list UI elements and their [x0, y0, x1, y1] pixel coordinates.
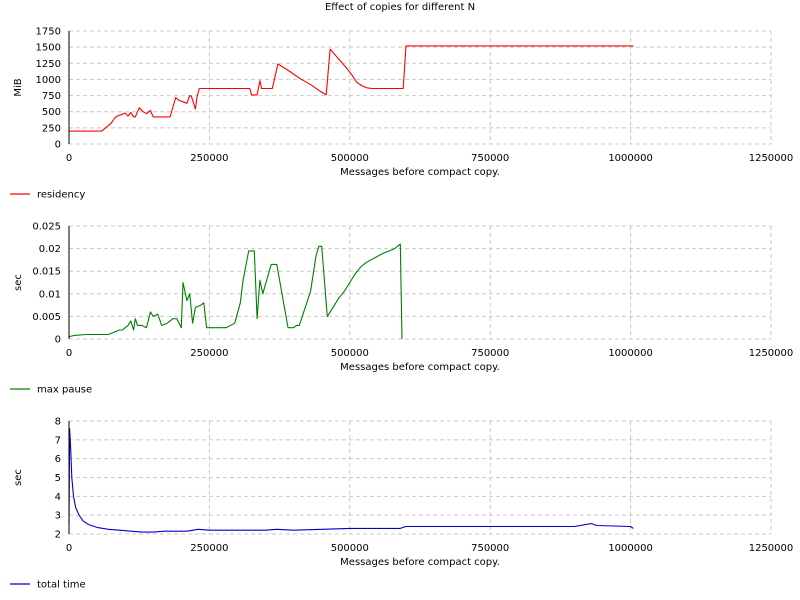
x-axis-label: Messages before compact copy. — [340, 557, 500, 568]
x-tick-label: 0 — [66, 348, 72, 359]
x-tick-label: 750000 — [471, 348, 509, 359]
x-tick-label: 750000 — [471, 153, 509, 164]
y-tick-label: 3 — [55, 511, 61, 522]
y-tick-label: 250 — [42, 123, 61, 134]
y-tick-label: 5 — [55, 473, 61, 484]
x-tick-label: 750000 — [471, 543, 509, 554]
chart-2: 0 0.005 0.01 0.015 0.02 0.025 0 250000 500000 750… — [10, 222, 793, 396]
y-tick-label: 0.01 — [39, 289, 61, 300]
y-tick-label: 4 — [55, 492, 61, 503]
y-tick-label: 0.015 — [32, 267, 61, 278]
y-axis-label: sec — [13, 469, 24, 486]
chart-3: 2 3 4 5 6 7 8 0 250000 500000 750000 1000000 1250000… — [10, 417, 793, 591]
series-line-max-pause — [68, 243, 403, 340]
y-tick-label: 1000 — [36, 75, 61, 86]
legend-label: residency — [37, 190, 85, 201]
x-axis-label: Messages before compact copy. — [340, 167, 500, 178]
x-tick-label: 500000 — [331, 348, 369, 359]
series-line-residency — [69, 45, 634, 132]
y-tick-label: 750 — [42, 91, 61, 102]
y-tick-label: 8 — [55, 417, 61, 428]
y-tick-label: 1750 — [36, 27, 61, 38]
chart-1: 0 250 500 750 1000 1250 1500 1750 0 250000 500000 7… — [10, 27, 793, 201]
legend-label: total time — [37, 580, 86, 591]
x-tick-label: 1000000 — [608, 543, 653, 554]
y-tick-label: 1250 — [36, 59, 61, 70]
x-tick-label: 0 — [66, 153, 72, 164]
figure-title: Effect of copies for different N — [325, 2, 475, 13]
legend-label: max pause — [37, 385, 92, 396]
x-tick-label: 1000000 — [608, 348, 653, 359]
x-tick-label: 500000 — [331, 153, 369, 164]
y-tick-label: 0.025 — [32, 222, 61, 233]
y-tick-label: 2 — [55, 530, 61, 541]
y-tick-label: 7 — [55, 435, 61, 446]
y-axis-label: MiB — [13, 78, 24, 96]
y-axis-label: sec — [13, 274, 24, 291]
x-tick-label: 0 — [66, 543, 72, 554]
x-axis-label: Messages before compact copy. — [340, 362, 500, 373]
y-tick-label: 500 — [42, 107, 61, 118]
y-tick-label: 1500 — [36, 43, 61, 54]
y-tick-label: 6 — [55, 454, 61, 465]
x-tick-label: 250000 — [190, 348, 228, 359]
x-tick-label: 250000 — [190, 153, 228, 164]
x-tick-label: 1250000 — [749, 543, 794, 554]
x-tick-label: 250000 — [190, 543, 228, 554]
y-tick-label: 0 — [55, 140, 61, 151]
x-tick-label: 1000000 — [608, 153, 653, 164]
y-tick-label: 0.02 — [39, 244, 61, 255]
x-tick-label: 500000 — [331, 543, 369, 554]
y-tick-label: 0 — [55, 335, 61, 346]
y-tick-label: 0.005 — [32, 312, 61, 323]
x-tick-label: 1250000 — [749, 348, 794, 359]
series-line-total-time — [68, 427, 634, 533]
x-tick-label: 1250000 — [749, 153, 794, 164]
